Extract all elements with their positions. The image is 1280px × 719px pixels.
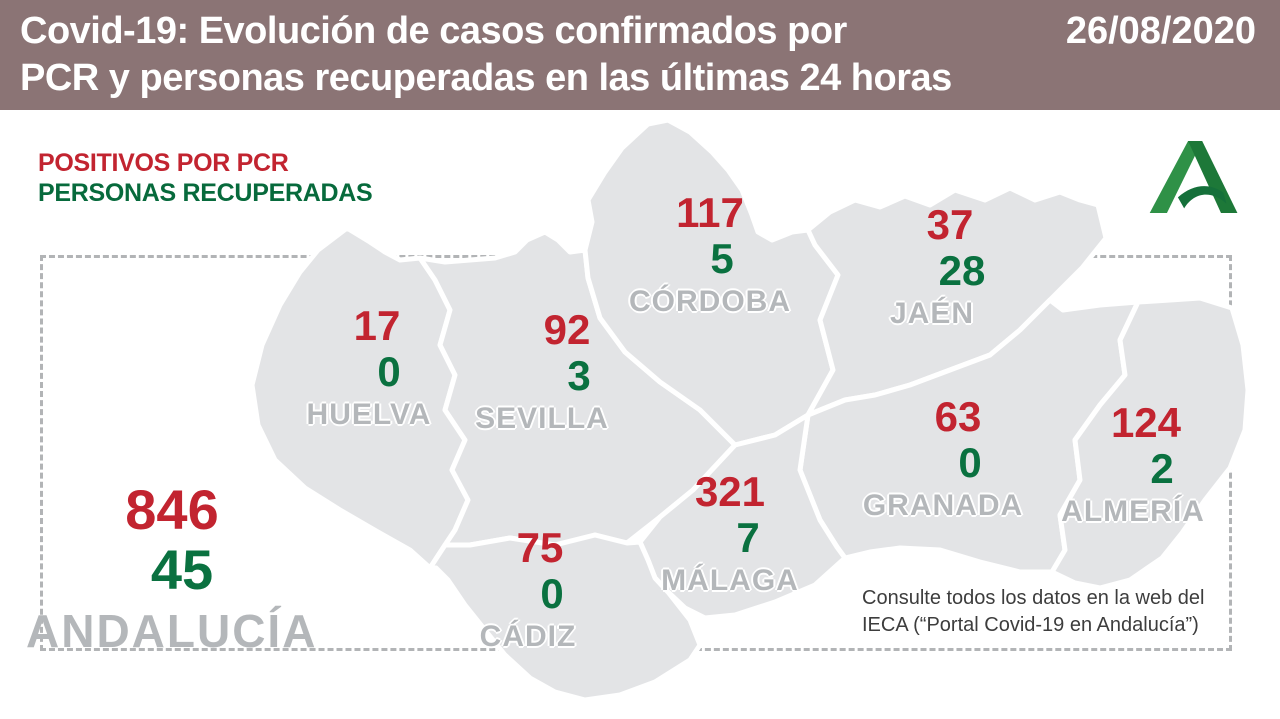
province-pcr-value: 63: [934, 393, 982, 440]
province-name: ALMERÍA: [1061, 495, 1205, 528]
province-recovered-value: 0: [540, 570, 564, 617]
province-name: CÓRDOBA: [629, 285, 791, 318]
province-pcr-value: 17: [353, 302, 401, 349]
province-pcr-value: 37: [926, 201, 974, 248]
map-region-cordoba: [582, 117, 841, 448]
province-recovered-value: 3: [567, 352, 591, 399]
map-region-almeria: [1049, 295, 1251, 591]
page-title-line1: Covid-19: Evolución de casos confirmados…: [20, 10, 847, 52]
junta-de-andalucia-logo-icon: [1149, 140, 1238, 214]
legend: POSITIVOS POR PCR PERSONAS RECUPERADAS: [38, 148, 373, 208]
logo-right-leg: [1188, 140, 1238, 214]
province-name: SEVILLA: [475, 402, 609, 435]
province-name: GRANADA: [862, 489, 1024, 522]
header-bar: Covid-19: Evolución de casos confirmados…: [0, 0, 1280, 110]
province-name: HUELVA: [306, 398, 432, 431]
source-note-line2: IECA (“Portal Covid-19 en Andalucía”): [862, 614, 1199, 636]
province-block-cadiz: 75 0 CÁDIZ: [430, 525, 650, 655]
region-total-recovered-value: 45: [150, 538, 214, 601]
province-block-huelva: 17 0 HUELVA: [267, 303, 487, 433]
province-recovered-value: 28: [938, 247, 986, 294]
province-name: CÁDIZ: [479, 620, 577, 653]
source-note-line1: Consulte todos los datos en la web del: [862, 587, 1205, 609]
province-recovered-value: 0: [958, 439, 982, 486]
province-block-sevilla: 92 3 SEVILLA: [457, 307, 677, 437]
province-block-cordoba: 117 5 CÓRDOBA: [600, 190, 820, 320]
province-block-granada: 63 0 GRANADA: [848, 394, 1068, 524]
legend-recovered-label: PERSONAS RECUPERADAS: [38, 179, 373, 207]
region-total-block: 846 45 ANDALUCÍA: [26, 478, 315, 658]
province-name: JAÉN: [889, 297, 975, 330]
province-pcr-value: 92: [543, 306, 591, 353]
province-recovered-value: 7: [736, 514, 760, 561]
report-date: 26/08/2020: [1065, 10, 1256, 52]
page-title-line2: PCR y personas recuperadas en las última…: [20, 57, 952, 99]
region-total-pcr-value: 846: [125, 478, 219, 541]
province-recovered-value: 2: [1150, 445, 1174, 492]
province-block-almeria: 124 2 ALMERÍA: [1036, 400, 1256, 530]
province-block-malaga: 321 7 MÁLAGA: [620, 469, 840, 599]
source-note: Consulte todos los datos en la web del I…: [862, 585, 1252, 639]
logo-swoosh: [1177, 186, 1227, 209]
province-pcr-value: 75: [516, 524, 564, 571]
logo-left-leg: [1149, 140, 1203, 214]
legend-positives-label: POSITIVOS POR PCR: [38, 149, 289, 177]
province-pcr-value: 117: [676, 189, 744, 236]
province-recovered-value: 0: [377, 348, 401, 395]
province-pcr-value: 321: [694, 468, 766, 515]
map-region-jaen: [805, 185, 1109, 418]
map-region-cadiz: [427, 532, 703, 703]
province-block-jaen: 37 28 JAÉN: [840, 202, 1060, 332]
page-title: Covid-19: Evolución de casos confirmados…: [20, 8, 952, 102]
province-name: MÁLAGA: [661, 564, 799, 597]
province-pcr-value: 124: [1110, 399, 1182, 446]
region-total-name: ANDALUCÍA: [26, 605, 318, 657]
province-recovered-value: 5: [710, 235, 734, 282]
